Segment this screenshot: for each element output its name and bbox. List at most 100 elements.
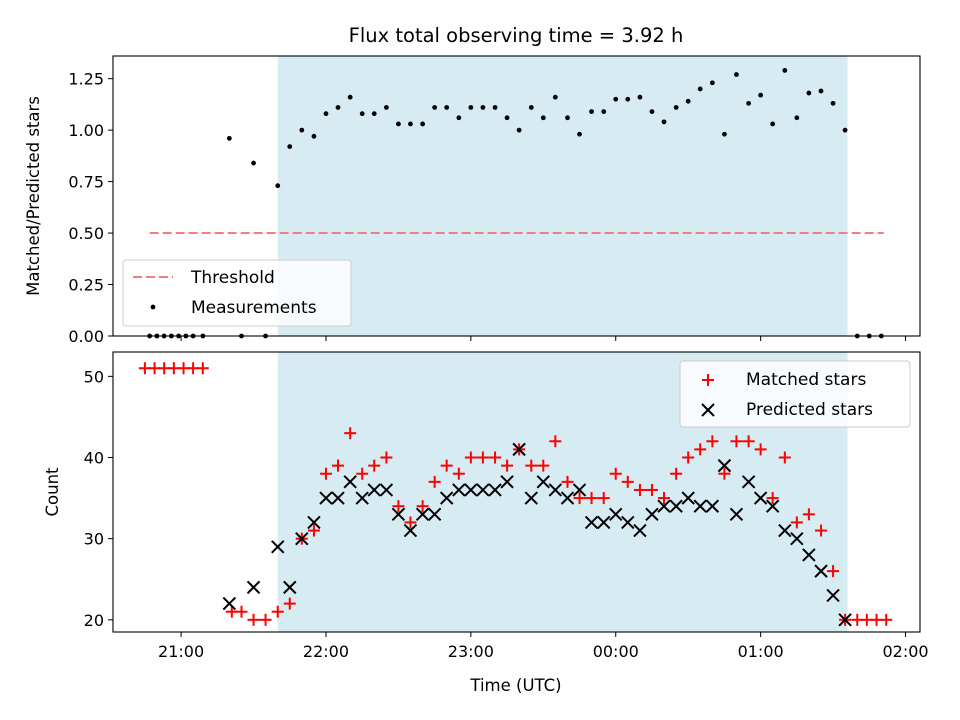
predicted-star-point <box>597 515 611 530</box>
predicted-star-point <box>717 458 732 473</box>
measurement-point <box>637 94 643 100</box>
measurement-point <box>565 115 570 121</box>
matched-star-point <box>428 475 441 488</box>
matched-star-point <box>609 467 622 480</box>
bottom-x-ticks: 21:00 22:00 23:00 00:00 01:00 02:00 <box>158 632 929 661</box>
matched-star-point <box>283 597 296 610</box>
matched-star-point <box>196 362 209 375</box>
predicted-star-point <box>439 491 454 505</box>
measurement-point <box>323 111 329 117</box>
bottom-legend-box <box>679 360 911 428</box>
measurement-point <box>577 131 582 137</box>
predicted-star-point <box>246 580 261 595</box>
predicted-star-point <box>705 499 720 513</box>
matched-star-point <box>319 467 332 480</box>
matched-star-point <box>766 492 779 505</box>
bottom-plot-frame <box>112 351 921 633</box>
predicted-star-point <box>295 531 309 546</box>
matched-star-point <box>585 492 598 505</box>
top-y-tick-label: 1.00 <box>68 121 104 140</box>
predicted-star-point <box>669 499 683 513</box>
matched-star-point <box>404 516 417 529</box>
x-axis-label: Time (UTC) <box>469 676 561 695</box>
predicted-star-point <box>512 442 526 457</box>
matched-star-point <box>778 451 791 464</box>
top-y-tick-label: 0.00 <box>68 327 104 346</box>
predicted-star-point <box>765 499 780 513</box>
bottom-x-tick-label: 22:00 <box>303 642 349 661</box>
predicted-star-point <box>609 507 623 522</box>
predicted-star-point <box>560 491 575 505</box>
top-y-tick-label: 0.50 <box>68 224 104 243</box>
matched-star-point <box>561 475 574 488</box>
matched-star-point <box>718 467 731 480</box>
matched-star-point <box>440 459 453 472</box>
predicted-star-point <box>826 588 840 603</box>
matched-star-point <box>657 492 670 505</box>
matched-star-point <box>356 467 369 480</box>
measurement-point <box>552 94 558 100</box>
matched-star-point <box>706 435 719 448</box>
predicted-star-point <box>584 515 599 530</box>
measurement-point <box>782 68 788 73</box>
measurements-legend-swatch <box>150 304 156 310</box>
measurement-point <box>673 105 679 110</box>
bottom-x-tick-label: 02:00 <box>882 642 928 661</box>
measurement-point <box>709 80 715 86</box>
matched-star-point <box>344 427 357 440</box>
predicted-star-point <box>729 507 744 522</box>
matched-star-point <box>815 524 828 537</box>
predicted-star-point <box>283 580 297 595</box>
measurement-point <box>516 127 522 133</box>
matched-star-point <box>332 459 345 472</box>
measurement-point <box>396 121 401 127</box>
measurement-point <box>311 133 317 139</box>
measurement-point <box>251 160 256 166</box>
matched-legend-label: Matched stars <box>746 370 866 390</box>
measurement-point <box>613 96 619 102</box>
matched-star-point <box>235 605 248 618</box>
top-observing-span <box>277 56 848 336</box>
matched-star-point <box>573 492 586 505</box>
matched-star-point <box>670 467 683 480</box>
matched-star-point <box>452 467 465 480</box>
predicted-star-point <box>753 491 768 505</box>
measurement-point <box>734 72 739 77</box>
measurement-point <box>685 98 691 104</box>
predicted-star-point <box>319 491 333 505</box>
measurement-point <box>794 115 800 121</box>
top-y-axis-label: Matched/Predicted stars <box>24 96 43 296</box>
predicted-star-point <box>621 515 635 530</box>
predicted-star-point <box>391 507 406 522</box>
predicted-star-point <box>355 491 369 505</box>
measurement-point <box>601 109 607 114</box>
measurement-point <box>456 115 462 121</box>
measurement-point <box>589 109 594 114</box>
bottom-x-tick-label: 23:00 <box>448 642 494 661</box>
matched-star-point <box>525 459 538 472</box>
matched-star-point <box>621 475 634 488</box>
matched-star-point <box>633 483 646 496</box>
predicted-star-point <box>343 475 357 489</box>
matched-star-point <box>416 500 429 513</box>
predicted-star-point <box>693 499 707 513</box>
top-legend-box <box>122 259 352 327</box>
measurement-point <box>830 100 836 106</box>
predicted-star-point <box>572 483 587 497</box>
matched-star-point <box>501 459 514 472</box>
measurement-point <box>444 105 450 110</box>
matched-star-point <box>730 435 743 448</box>
predicted-star-point <box>500 475 514 489</box>
matched-star-point <box>645 483 658 496</box>
predicted-star-point <box>476 483 490 497</box>
predicted-star-point <box>331 491 345 505</box>
predicted-star-point <box>778 523 792 538</box>
measurement-point <box>540 115 546 121</box>
predicted-star-point <box>379 483 394 497</box>
bottom-y-tick-label: 50 <box>84 367 104 386</box>
top-y-tick-label: 1.25 <box>68 70 104 89</box>
predicted-legend-label: Predicted stars <box>746 400 873 420</box>
measurement-point <box>528 105 534 110</box>
bottom-y-axis-label: Count <box>43 467 62 517</box>
